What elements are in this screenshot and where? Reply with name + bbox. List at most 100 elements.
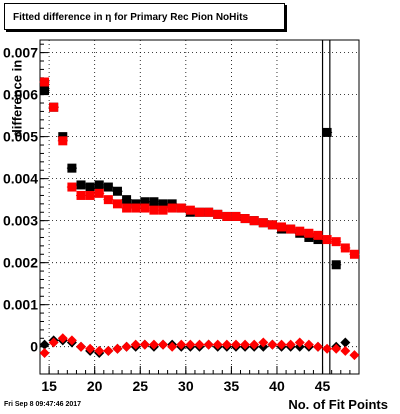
data-point-square xyxy=(67,163,77,173)
data-point-square xyxy=(49,102,59,112)
data-point-square xyxy=(76,180,86,190)
data-point-square xyxy=(140,203,150,213)
data-point-diamond xyxy=(230,339,241,350)
data-point-square xyxy=(167,203,177,213)
data-point-square xyxy=(67,182,77,192)
data-point-diamond xyxy=(167,341,178,352)
y-tick-label: 0 xyxy=(30,339,38,355)
data-point-diamond xyxy=(194,339,205,350)
data-point-square xyxy=(76,190,86,200)
data-point-diamond xyxy=(240,339,251,350)
y-tick-label: 0.001 xyxy=(3,297,38,313)
chart-title: Fitted difference in η for Primary Rec P… xyxy=(4,3,285,30)
data-point-square xyxy=(331,260,341,270)
data-point-square xyxy=(249,216,259,226)
data-point-square xyxy=(94,188,104,198)
data-point-square xyxy=(322,127,332,137)
data-point-diamond xyxy=(176,339,187,350)
x-tick-label: 30 xyxy=(178,378,194,394)
data-point-square xyxy=(340,243,350,253)
data-point-square xyxy=(140,197,150,207)
data-point-square xyxy=(149,205,159,215)
data-point-diamond xyxy=(76,341,87,352)
data-point-square xyxy=(240,214,250,224)
data-point-square xyxy=(195,207,204,217)
data-point-diamond xyxy=(39,347,50,358)
data-point-diamond xyxy=(349,350,360,361)
x-tick-label: 25 xyxy=(132,378,148,394)
y-tick-label: 0.002 xyxy=(3,255,38,271)
data-point-square xyxy=(213,209,223,219)
data-point-square xyxy=(185,205,195,215)
data-point-square xyxy=(85,182,95,192)
data-point-square xyxy=(112,186,122,196)
data-point-diamond xyxy=(312,341,323,352)
data-point-diamond xyxy=(158,339,169,350)
data-point-square xyxy=(122,195,132,205)
data-point-square xyxy=(40,77,50,87)
data-point-diamond xyxy=(57,333,68,344)
x-tick-label: 40 xyxy=(269,378,285,394)
data-point-diamond xyxy=(130,339,141,350)
x-tick-label: 35 xyxy=(224,378,240,394)
axes: 0 0.001 0.002 0.003 0.004 0.005 0.006 0.007 15 20… xyxy=(3,39,360,394)
data-point-diamond xyxy=(258,337,269,348)
data-point-square xyxy=(158,205,168,215)
y-tick-label: 0.007 xyxy=(3,45,38,61)
data-point-diamond xyxy=(340,337,351,348)
data-point-diamond xyxy=(85,343,96,354)
data-point-square xyxy=(286,224,296,234)
data-point-square xyxy=(267,220,277,230)
data-point-square xyxy=(112,199,122,209)
y-tick-label: 0.003 xyxy=(3,213,38,229)
data-point-diamond xyxy=(249,339,260,350)
data-point-square xyxy=(204,207,214,217)
data-point-square xyxy=(331,237,341,247)
data-point-square xyxy=(40,85,50,95)
y-tick-label: 0.005 xyxy=(3,129,38,145)
data-point-diamond xyxy=(112,343,123,354)
grid-lines xyxy=(40,40,359,374)
data-point-square xyxy=(131,203,141,213)
data-point-square xyxy=(58,136,68,146)
data-point-square xyxy=(94,180,104,190)
data-point-square xyxy=(313,230,323,240)
timestamp: Fri Sep 8 09:47:46 2017 xyxy=(4,401,82,408)
data-point-diamond xyxy=(139,339,150,350)
data-point-diamond xyxy=(148,339,159,350)
data-point-square xyxy=(122,203,132,213)
data-point-diamond xyxy=(322,343,333,354)
data-point-diamond xyxy=(267,339,278,350)
y-tick-label: 0.006 xyxy=(3,87,38,103)
data-point-square xyxy=(304,228,314,238)
data-point-diamond xyxy=(94,345,105,356)
data-point-diamond xyxy=(103,345,114,356)
x-axis-label: No. of Fit Points xyxy=(288,397,388,412)
data-point-square xyxy=(349,249,359,259)
data-point-diamond xyxy=(303,339,314,350)
data-point-square xyxy=(149,197,159,207)
data-point-diamond xyxy=(340,345,351,356)
data-point-diamond xyxy=(331,343,342,354)
plot-frame xyxy=(39,39,360,375)
data-point-square xyxy=(231,211,241,221)
data-point-square xyxy=(322,235,332,245)
data-point-square xyxy=(222,211,232,221)
data-point-square xyxy=(295,226,305,236)
data-point-diamond xyxy=(212,339,223,350)
data-point-square xyxy=(258,218,268,228)
data-point-diamond xyxy=(203,339,214,350)
data-point-diamond xyxy=(39,339,50,350)
data-point-diamond xyxy=(276,339,287,350)
data-point-diamond xyxy=(221,339,232,350)
data-point-diamond xyxy=(294,337,305,348)
data-point-square xyxy=(85,190,95,200)
data-point-diamond xyxy=(121,341,132,352)
data-point-square xyxy=(176,203,186,213)
data-point-diamond xyxy=(48,337,59,348)
y-tick-label: 0.004 xyxy=(3,171,38,187)
data-markers xyxy=(39,77,360,361)
data-point-square xyxy=(158,199,168,209)
data-point-square xyxy=(277,222,287,232)
